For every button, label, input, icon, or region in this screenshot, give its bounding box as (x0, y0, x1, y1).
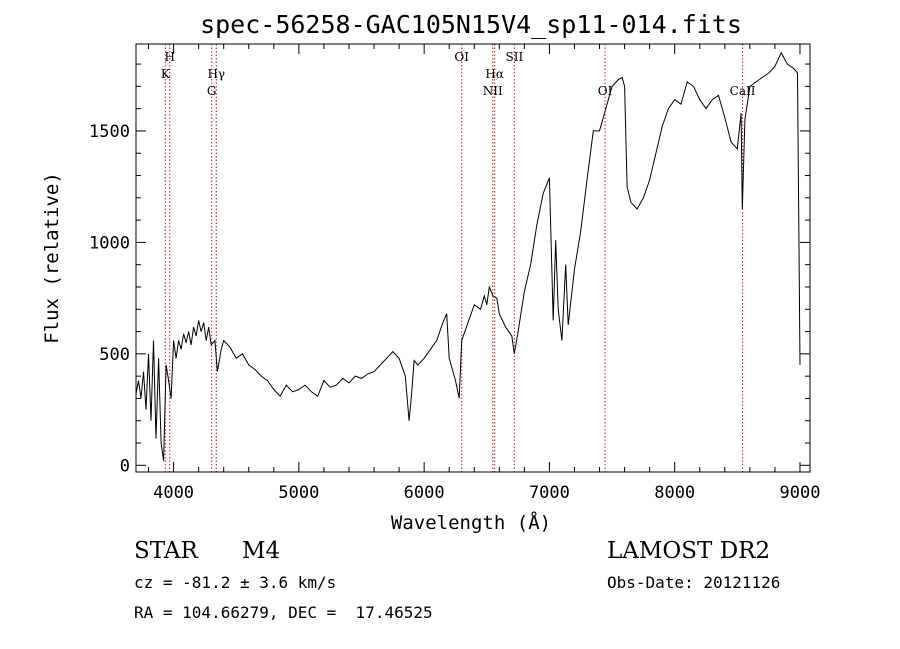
x-axis-label: Wavelength (Å) (391, 511, 551, 534)
plot-frame (135, 43, 811, 473)
y-tick-label: 0 (120, 456, 130, 476)
x-tick-label: 7000 (529, 483, 570, 503)
spectrum-series (135, 51, 801, 461)
spectral-line-label: NII (483, 84, 503, 98)
object-class: STAR (134, 538, 198, 564)
spectral-line-label: Hγ (207, 67, 225, 81)
y-tick-label: 1000 (89, 233, 130, 253)
spectral-line-label: OI (598, 84, 613, 98)
x-tick-label: 6000 (404, 483, 445, 503)
spectrum-chart: spec-56258-GAC105N15V4_sp11-014.fits HK H… (41, 10, 820, 534)
x-tick-label: 5000 (278, 483, 319, 503)
chart-title: spec-56258-GAC105N15V4_sp11-014.fits (200, 10, 742, 39)
redshift-info: cz = -81.2 ± 3.6 km/s (134, 573, 337, 592)
x-tick-label: 4000 (153, 483, 194, 503)
y-axis-label: Flux (relative) (41, 172, 63, 344)
axis-ticks: 4000 5000 6000 7000 8000 9000 0 500 1000 1500 (89, 44, 820, 503)
coordinates: RA = 104.66279, DEC = 17.46525 (134, 603, 433, 622)
observation-date: Obs-Date: 20121126 (607, 573, 781, 592)
spectral-line-label: OI (454, 50, 469, 64)
spectral-line-label: G (207, 84, 217, 98)
spectral-line-label: K (161, 67, 171, 81)
survey-label: LAMOST DR2 (607, 538, 771, 564)
object-subclass: M4 (242, 538, 281, 564)
x-tick-label: 9000 (780, 483, 821, 503)
spectral-line-label: H (164, 50, 174, 64)
y-tick-label: 500 (99, 345, 130, 365)
x-tick-label: 8000 (654, 483, 695, 503)
spectral-line-markers: HK Hγ G OI Hα NII SII OI CaII (161, 44, 756, 472)
spectral-line-label: CaII (730, 84, 756, 98)
spectral-line-label: Hα (485, 67, 504, 81)
y-tick-label: 1500 (89, 122, 130, 142)
spectral-line-label: SII (505, 50, 523, 64)
